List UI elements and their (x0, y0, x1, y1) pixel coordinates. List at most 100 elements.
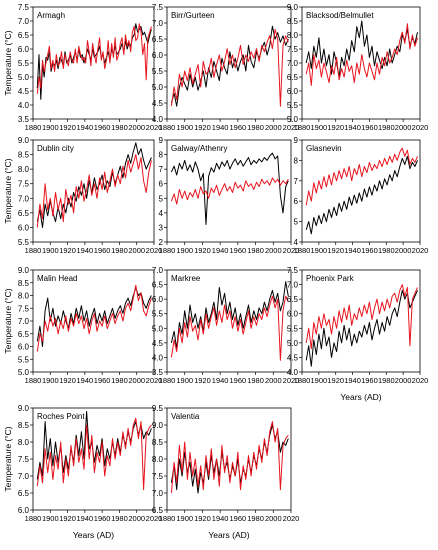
y-tick-label: 7 (159, 165, 164, 174)
y-tick-label: 9.0 (152, 421, 164, 430)
x-tick-label: 1900 (311, 246, 328, 255)
x-axis-label: Years (AD) (208, 530, 249, 540)
y-tick-label: 3.5 (152, 368, 164, 377)
x-tick-label: 2000 (395, 376, 412, 385)
y-tick-label: 6.0 (18, 343, 30, 352)
x-tick-label: 2020 (283, 246, 300, 255)
series-line-black (36, 142, 152, 228)
y-tick-label: 8.5 (18, 279, 30, 288)
y-tick-label: 5.5 (18, 355, 30, 364)
y-tick-label: 7 (294, 177, 299, 186)
y-tick-label: 3 (159, 223, 164, 232)
series-line-red (305, 23, 418, 86)
y-tick-label: 9.5 (152, 404, 164, 413)
x-tick-label: 1940 (77, 514, 94, 523)
y-tick-label: 7.0 (152, 19, 164, 28)
x-tick-label: 1920 (59, 246, 76, 255)
x-tick-label: 2000 (128, 514, 145, 523)
y-tick-label: 4.5 (152, 99, 164, 108)
x-tick-label: 2020 (146, 246, 163, 255)
y-tick-label: 8.0 (18, 165, 30, 174)
x-tick-label: 1880 (25, 246, 42, 255)
y-tick-label: 4 (159, 209, 164, 218)
y-tick-label: 6.5 (18, 330, 30, 339)
y-tick-label: 6.0 (18, 506, 30, 515)
series-line-red (170, 177, 289, 205)
panel-title: Galway/Athenry (171, 144, 227, 153)
y-tick-label: 7.5 (287, 45, 299, 54)
x-tick-label: 1920 (194, 514, 211, 523)
y-tick-label: 8.0 (18, 292, 30, 301)
x-tick-label: 1900 (176, 376, 193, 385)
y-tick-label: 6.0 (152, 295, 164, 304)
y-tick-label: 5.0 (18, 368, 30, 377)
x-tick-label: 2000 (128, 123, 145, 132)
x-tick-label: 2020 (146, 123, 163, 132)
x-tick-label: 1940 (344, 123, 361, 132)
y-tick-label: 5.5 (152, 67, 164, 76)
x-tick-label: 2020 (283, 123, 300, 132)
x-tick-label: 1960 (230, 514, 247, 523)
panel-frame (166, 269, 292, 373)
x-tick-label: 1920 (59, 123, 76, 132)
panel-title: Markree (171, 274, 201, 283)
x-tick-label: 1960 (94, 514, 111, 523)
y-tick-label: 6.5 (18, 209, 30, 218)
x-tick-label: 1920 (327, 246, 344, 255)
x-tick-label: 1940 (344, 376, 361, 385)
x-tick-label: 2020 (412, 376, 429, 385)
x-tick-label: 2020 (146, 376, 163, 385)
y-tick-label: 9.0 (18, 266, 30, 275)
x-tick-label: 1980 (378, 246, 395, 255)
x-tick-label: 1920 (327, 123, 344, 132)
x-tick-label: 1980 (378, 376, 395, 385)
y-tick-label: 7.0 (18, 17, 30, 26)
series-line-black (305, 20, 418, 78)
x-tick-label: 1920 (59, 514, 76, 523)
x-tick-label: 2020 (283, 376, 300, 385)
x-tick-label: 2020 (412, 123, 429, 132)
y-tick-label: 9.0 (287, 3, 299, 12)
y-tick-label: 9.0 (18, 136, 30, 145)
x-tick-label: 1980 (247, 376, 264, 385)
y-tick-label: 7.0 (152, 266, 164, 275)
y-tick-label: 4.5 (152, 339, 164, 348)
x-tick-label: 1880 (159, 246, 176, 255)
y-tick-label: 5.5 (152, 310, 164, 319)
y-tick-label: 7.0 (18, 194, 30, 203)
x-tick-label: 1900 (42, 246, 59, 255)
y-tick-label: 6.0 (18, 45, 30, 54)
y-tick-label: 5.5 (287, 324, 299, 333)
y-tick-label: 5 (159, 194, 164, 203)
x-tick-label: 2000 (395, 123, 412, 132)
series-line-black (36, 287, 152, 347)
y-tick-label: 5.0 (18, 73, 30, 82)
y-tick-label: 6.0 (287, 310, 299, 319)
x-tick-label: 1880 (25, 376, 42, 385)
y-tick-label: 7.5 (287, 266, 299, 275)
x-tick-label: 1960 (94, 123, 111, 132)
series-line-red (170, 295, 289, 361)
x-tick-label: 1980 (111, 246, 128, 255)
x-tick-label: 2000 (265, 376, 282, 385)
y-tick-label: 7.5 (18, 455, 30, 464)
x-tick-label: 1900 (311, 376, 328, 385)
x-tick-label: 1900 (176, 514, 193, 523)
x-tick-label: 1880 (159, 376, 176, 385)
series-line-red (170, 28, 289, 107)
x-tick-label: 1960 (230, 123, 247, 132)
x-tick-label: 1920 (59, 376, 76, 385)
y-tick-label: 7.0 (18, 317, 30, 326)
series-line-black (170, 281, 289, 350)
x-tick-label: 1960 (230, 376, 247, 385)
y-tick-label: 4 (294, 238, 299, 247)
panel-title: Dublin city (37, 144, 74, 153)
x-tick-label: 2000 (128, 246, 145, 255)
x-tick-label: 2000 (128, 376, 145, 385)
series-line-black (170, 152, 289, 225)
y-tick-label: 9 (294, 136, 299, 145)
y-tick-label: 5.5 (18, 59, 30, 68)
y-tick-label: 7.5 (152, 3, 164, 12)
y-tick-label: 6.5 (287, 295, 299, 304)
